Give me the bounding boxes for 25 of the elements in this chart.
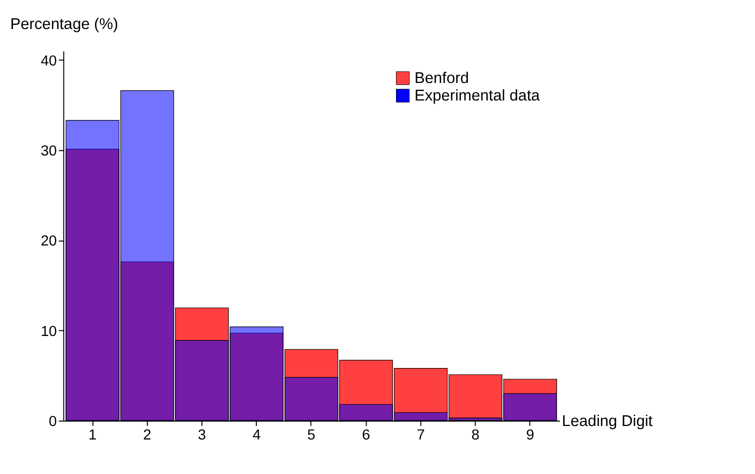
x-tick-label: 8 xyxy=(471,428,480,444)
bar xyxy=(448,418,502,421)
y-tick-label: 10 xyxy=(40,324,57,340)
bar xyxy=(339,404,393,421)
y-tick-label: 40 xyxy=(40,53,57,70)
legend-label: Benford xyxy=(414,70,469,87)
y-axis-title: Percentage (%) xyxy=(10,16,118,33)
x-tick-label: 1 xyxy=(88,428,97,444)
legend-label: Experimental data xyxy=(414,88,540,105)
x-tick-label: 6 xyxy=(362,428,370,444)
bar xyxy=(175,340,229,421)
x-tick-label: 4 xyxy=(252,428,261,444)
bar xyxy=(284,377,338,421)
y-tick-label: 30 xyxy=(40,143,57,160)
x-tick-label: 7 xyxy=(416,428,425,444)
x-tick-label: 3 xyxy=(198,428,206,444)
y-tick-label: 20 xyxy=(40,234,57,250)
y-tick-label: 0 xyxy=(48,414,57,430)
x-tick-label: 2 xyxy=(143,428,152,444)
x-tick-label: 5 xyxy=(307,428,316,444)
x-tick-label: 9 xyxy=(526,428,534,444)
bar xyxy=(503,393,557,421)
bar xyxy=(394,412,448,421)
bar xyxy=(120,90,174,421)
x-axis-title: Leading Digit xyxy=(562,412,654,430)
